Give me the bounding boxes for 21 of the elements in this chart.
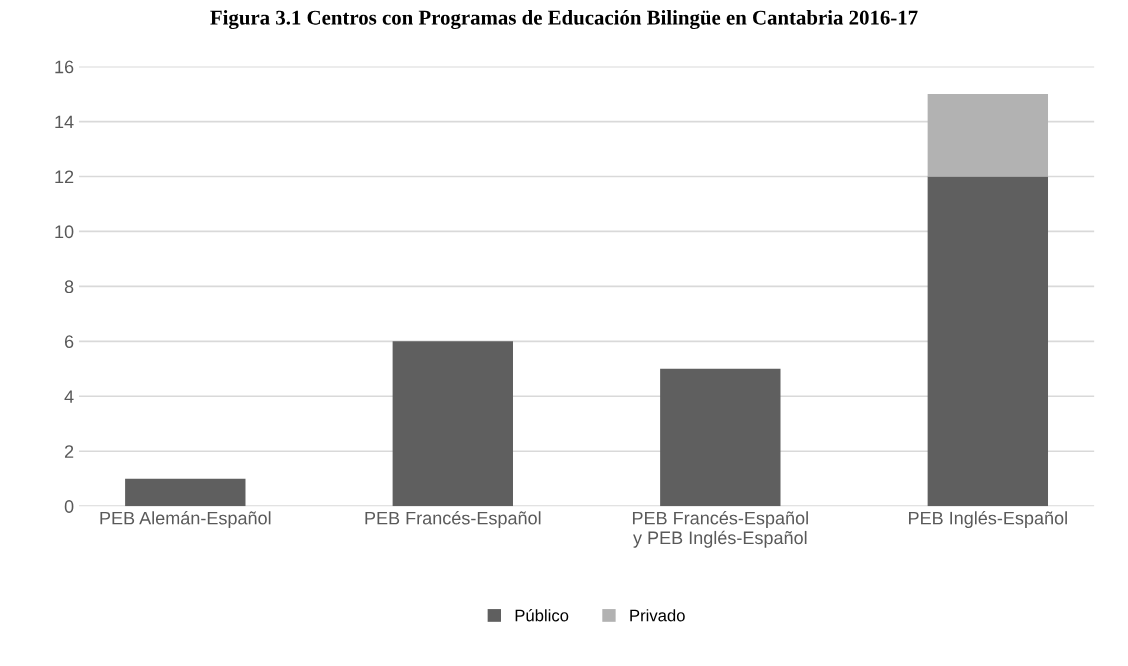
bar [927, 94, 1049, 177]
y-tick-label: 10 [55, 225, 74, 239]
y-tick-label: 6 [64, 335, 74, 349]
legend-label: Público [515, 608, 569, 622]
y-tick-label: 14 [55, 115, 74, 129]
x-tick-label: PEB Inglés-Español [909, 511, 1067, 529]
bar [927, 176, 1049, 507]
y-tick-label: 2 [64, 445, 74, 458]
y-tick-label: 4 [64, 390, 74, 403]
x-tick-label: PEB Francés-Español [365, 511, 541, 529]
x-tick-label: PEB Francés-Español y PEB Inglés-Español [632, 511, 808, 548]
y-tick-label: 16 [55, 60, 74, 74]
y-tick-label: 0 [64, 500, 74, 513]
bar [125, 478, 246, 507]
y-tick-label: 8 [64, 280, 74, 294]
x-tick-label: PEB Alemán-Español [100, 511, 271, 529]
y-tick-label: 12 [55, 170, 74, 184]
legend-label: Privado [630, 609, 685, 622]
chart-title: Figura 3.1 Centros con Programas de Educación Bilingüe en Cantabria 2016-17 [210, 9, 918, 30]
bar [660, 368, 781, 507]
bar [392, 341, 513, 507]
